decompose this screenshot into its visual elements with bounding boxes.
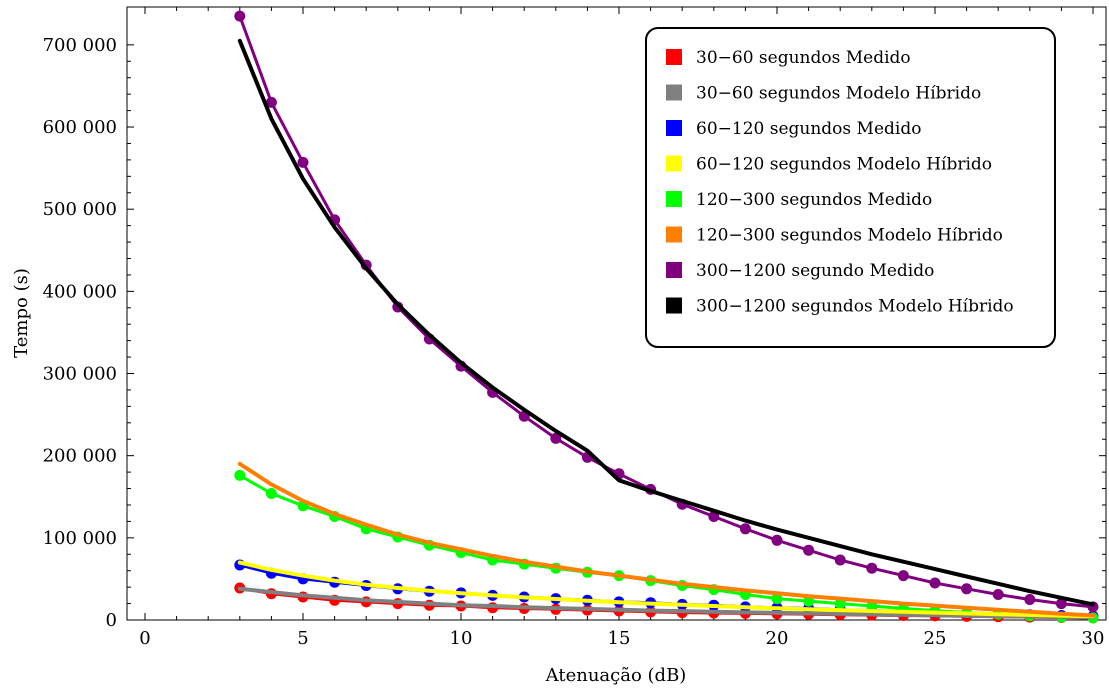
data-point bbox=[898, 570, 909, 581]
legend-swatch bbox=[666, 49, 682, 65]
data-point bbox=[740, 523, 751, 534]
legend-swatch bbox=[666, 227, 682, 243]
legend-swatch bbox=[666, 85, 682, 101]
data-point bbox=[772, 535, 783, 546]
data-point bbox=[961, 583, 972, 594]
legend-swatch bbox=[666, 262, 682, 278]
legend-label: 120−300 segundos Medido bbox=[696, 190, 932, 210]
legend-label: 30−60 segundos Modelo Híbrido bbox=[696, 84, 981, 104]
legend-label: 60−120 segundos Modelo Híbrido bbox=[696, 155, 992, 175]
data-point bbox=[1024, 594, 1035, 605]
legend-label: 60−120 segundos Medido bbox=[696, 119, 921, 139]
data-point bbox=[266, 488, 277, 499]
data-point bbox=[298, 157, 309, 168]
y-axis-title: Tempo (s) bbox=[11, 268, 32, 358]
y-tick-label: 100 000 bbox=[43, 528, 117, 549]
legend-label: 300−1200 segundo Medido bbox=[696, 261, 934, 281]
x-tick-label: 5 bbox=[297, 628, 308, 649]
legend-label: 120−300 segundos Modelo Híbrido bbox=[696, 226, 1003, 246]
y-tick-label: 0 bbox=[106, 610, 117, 631]
data-point bbox=[835, 555, 846, 566]
data-point bbox=[993, 589, 1004, 600]
legend-swatch bbox=[666, 120, 682, 136]
y-tick-label: 300 000 bbox=[43, 364, 117, 385]
legend-swatch bbox=[666, 156, 682, 172]
legend-swatch bbox=[666, 191, 682, 207]
data-point bbox=[930, 578, 941, 589]
legend-label: 300−1200 segundos Modelo Híbrido bbox=[696, 297, 1014, 317]
y-tick-label: 400 000 bbox=[43, 281, 117, 302]
x-tick-label: 0 bbox=[139, 628, 150, 649]
legend: 30−60 segundos Medido 30−60 segundos Mode… bbox=[646, 28, 1055, 347]
data-point bbox=[803, 545, 814, 556]
legend-label: 30−60 segundos Medido bbox=[696, 48, 911, 68]
y-tick-label: 200 000 bbox=[43, 446, 117, 467]
y-tick-label: 700 000 bbox=[43, 35, 117, 56]
y-tick-label: 500 000 bbox=[43, 199, 117, 220]
data-point bbox=[234, 470, 245, 481]
x-tick-label: 10 bbox=[450, 628, 473, 649]
data-point bbox=[234, 11, 245, 22]
legend-swatch bbox=[666, 298, 682, 314]
y-tick-label: 600 000 bbox=[43, 117, 117, 138]
x-axis-title: Atenuação (dB) bbox=[545, 665, 687, 686]
x-tick-label: 25 bbox=[924, 628, 947, 649]
data-point bbox=[866, 563, 877, 574]
x-tick-label: 15 bbox=[608, 628, 631, 649]
x-tick-label: 20 bbox=[766, 628, 789, 649]
x-tick-label: 30 bbox=[1082, 628, 1105, 649]
